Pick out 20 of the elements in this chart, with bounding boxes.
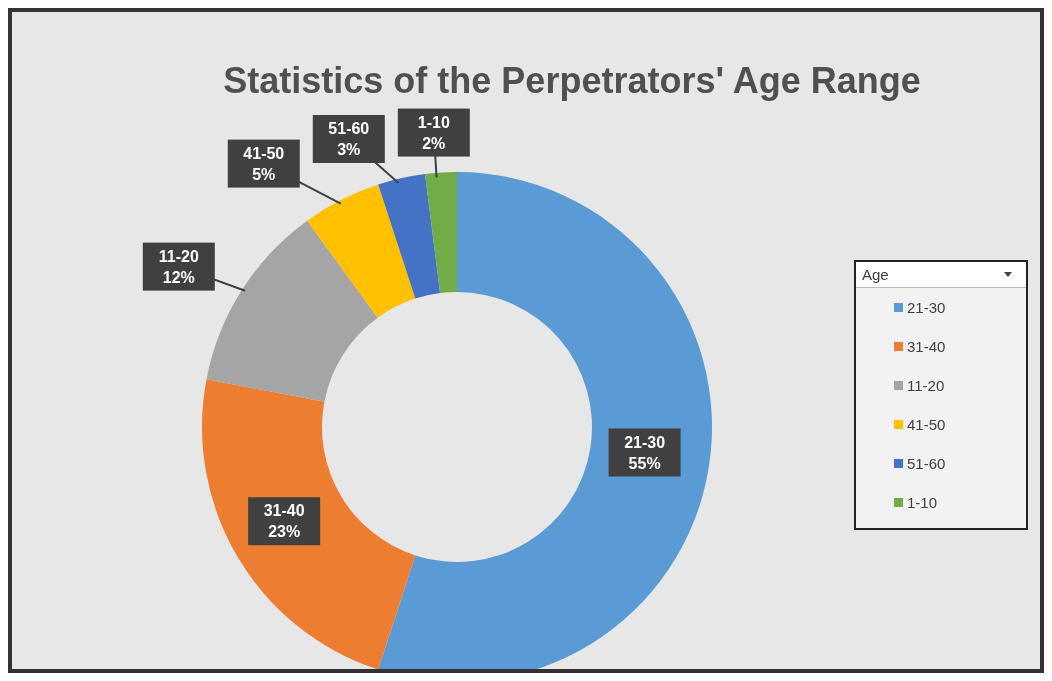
data-label: 3% <box>337 140 361 158</box>
legend-label: 11-20 <box>907 377 945 394</box>
data-label: 55% <box>628 454 661 472</box>
slice-label: 1-10 <box>417 113 450 131</box>
slice-label: 21-30 <box>624 433 666 451</box>
legend-title: Age <box>862 266 889 283</box>
slice-label: 51-60 <box>328 119 370 137</box>
legend-label: 41-50 <box>907 416 946 433</box>
data-label: 2% <box>422 134 446 152</box>
legend-label: 51-60 <box>907 455 946 472</box>
data-label: 23% <box>268 523 301 541</box>
legend-label: 1-10 <box>907 494 938 511</box>
slice-label: 31-40 <box>263 502 305 520</box>
slice-label: 11-20 <box>158 247 199 265</box>
legend-label: 21-30 <box>907 299 946 316</box>
chart-title: Statistics of the Perpetrators' Age Range <box>222 60 922 102</box>
slice-label: 41-50 <box>243 144 285 162</box>
legend-label: 31-40 <box>907 338 946 355</box>
data-label: 12% <box>162 268 195 286</box>
data-label: 5% <box>252 165 276 183</box>
